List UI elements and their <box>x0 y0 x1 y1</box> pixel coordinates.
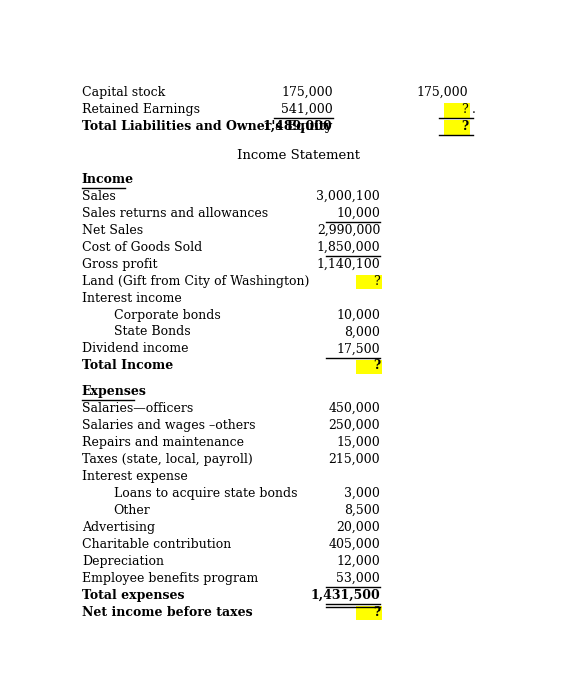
FancyBboxPatch shape <box>356 606 382 620</box>
Text: Total Liabilities and Owner's Equity: Total Liabilities and Owner's Equity <box>82 120 332 133</box>
Text: Interest expense: Interest expense <box>82 470 188 483</box>
Text: Corporate bonds: Corporate bonds <box>114 309 220 321</box>
Text: ?: ? <box>462 103 468 116</box>
Text: 17,500: 17,500 <box>336 342 380 356</box>
Text: 215,000: 215,000 <box>328 453 380 466</box>
Text: Capital stock: Capital stock <box>82 86 165 99</box>
Text: ?: ? <box>461 120 468 133</box>
Text: 2,990,000: 2,990,000 <box>317 223 380 237</box>
Text: 15,000: 15,000 <box>336 436 380 449</box>
Text: ?: ? <box>373 274 380 288</box>
Text: Taxes (state, local, payroll): Taxes (state, local, payroll) <box>82 453 252 466</box>
Text: 12,000: 12,000 <box>336 554 380 568</box>
Text: Total Income: Total Income <box>82 359 173 372</box>
Text: Land (Gift from City of Washington): Land (Gift from City of Washington) <box>82 274 310 288</box>
Text: 1,850,000: 1,850,000 <box>317 241 380 253</box>
Text: 8,000: 8,000 <box>344 326 380 339</box>
Text: Income Statement: Income Statement <box>237 149 360 162</box>
Text: 541,000: 541,000 <box>281 103 333 116</box>
Text: Net Sales: Net Sales <box>82 223 143 237</box>
FancyBboxPatch shape <box>356 360 382 374</box>
Text: Net income before taxes: Net income before taxes <box>82 606 252 619</box>
Text: 8,500: 8,500 <box>345 504 380 517</box>
Text: Advertising: Advertising <box>82 521 155 533</box>
Text: 405,000: 405,000 <box>328 538 380 551</box>
Text: Depreciation: Depreciation <box>82 554 164 568</box>
Text: 1,431,500: 1,431,500 <box>310 589 380 602</box>
Text: 1,140,100: 1,140,100 <box>317 258 380 271</box>
Text: Gross profit: Gross profit <box>82 258 157 271</box>
Text: .: . <box>472 103 476 116</box>
Text: Salaries and wages –others: Salaries and wages –others <box>82 419 255 432</box>
Text: Sales: Sales <box>82 190 115 203</box>
Text: Expenses: Expenses <box>82 385 147 398</box>
FancyBboxPatch shape <box>444 103 470 118</box>
Text: Interest income: Interest income <box>82 291 182 304</box>
Text: 175,000: 175,000 <box>417 86 468 99</box>
Text: 53,000: 53,000 <box>336 572 380 584</box>
Text: ?: ? <box>373 359 380 372</box>
Text: 3,000: 3,000 <box>344 486 380 500</box>
Text: 3,000,100: 3,000,100 <box>317 190 380 203</box>
Text: 175,000: 175,000 <box>281 86 333 99</box>
Text: 250,000: 250,000 <box>328 419 380 432</box>
Text: Dividend income: Dividend income <box>82 342 188 356</box>
FancyBboxPatch shape <box>444 120 470 134</box>
Text: Salaries—officers: Salaries—officers <box>82 402 193 415</box>
Text: 10,000: 10,000 <box>336 206 380 220</box>
Text: Repairs and maintenance: Repairs and maintenance <box>82 436 244 449</box>
Text: Loans to acquire state bonds: Loans to acquire state bonds <box>114 486 297 500</box>
Text: State Bonds: State Bonds <box>114 326 190 339</box>
Text: Retained Earnings: Retained Earnings <box>82 103 200 116</box>
FancyBboxPatch shape <box>356 274 382 289</box>
Text: Sales returns and allowances: Sales returns and allowances <box>82 206 268 220</box>
Text: Income: Income <box>82 173 134 186</box>
Text: 1,489,000: 1,489,000 <box>263 120 333 133</box>
Text: ?: ? <box>373 606 380 619</box>
Text: Employee benefits program: Employee benefits program <box>82 572 258 584</box>
Text: Total expenses: Total expenses <box>82 589 184 602</box>
Text: Cost of Goods Sold: Cost of Goods Sold <box>82 241 202 253</box>
Text: Other: Other <box>114 504 150 517</box>
Text: 450,000: 450,000 <box>328 402 380 415</box>
Text: Charitable contribution: Charitable contribution <box>82 538 231 551</box>
Text: 20,000: 20,000 <box>336 521 380 533</box>
Text: 10,000: 10,000 <box>336 309 380 321</box>
